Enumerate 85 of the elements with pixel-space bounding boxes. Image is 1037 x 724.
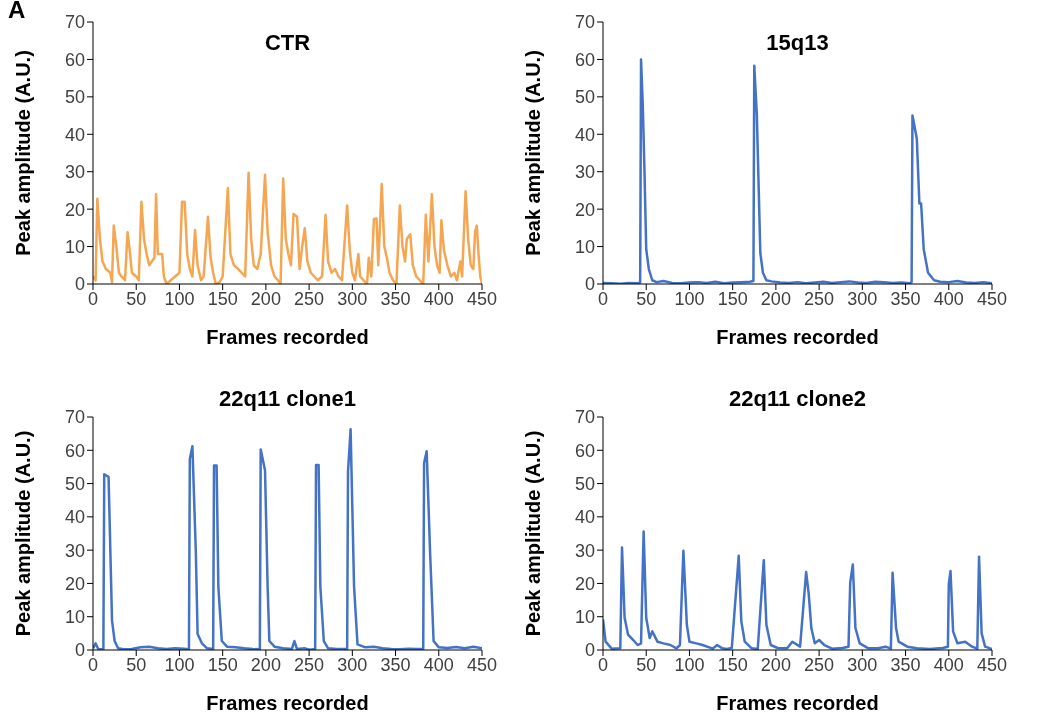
- x-tick-label: 250: [294, 288, 325, 309]
- y-tick-label: 40: [64, 507, 85, 528]
- y-axis-title: Peak amplitude (A.U.): [522, 430, 545, 637]
- x-tick-label: 0: [597, 654, 609, 675]
- x-axis-title: Frames recorded: [206, 692, 369, 714]
- y-tick-label: 60: [64, 49, 85, 70]
- y-tick-label: 0: [584, 274, 595, 295]
- x-tick-label: 0: [87, 654, 99, 675]
- x-tick-label: 350: [380, 654, 411, 675]
- x-tick-label: 350: [890, 654, 921, 675]
- y-tick-label: 30: [574, 540, 595, 561]
- x-tick-label: 300: [847, 288, 878, 309]
- x-tick-label: 450: [466, 288, 498, 309]
- x-tick-label: 300: [337, 654, 368, 675]
- y-tick-label: 10: [64, 607, 85, 628]
- y-tick-label: 50: [574, 473, 595, 494]
- y-axis-title: Peak amplitude (A.U.): [12, 430, 35, 637]
- x-tick-label: 350: [380, 288, 411, 309]
- y-tick-label: 50: [64, 473, 85, 494]
- x-tick-label: 50: [636, 288, 657, 309]
- y-tick-label: 20: [574, 573, 595, 594]
- x-axis-title: Frames recorded: [206, 326, 369, 348]
- x-tick-label: 450: [976, 654, 1008, 675]
- y-tick-label: 70: [574, 407, 595, 428]
- y-tick-label: 10: [64, 236, 85, 257]
- y-tick-label: 20: [64, 573, 85, 594]
- y-tick-label: 40: [574, 507, 595, 528]
- y-tick-label: 60: [574, 440, 595, 461]
- x-tick-label: 200: [250, 654, 281, 675]
- x-tick-label: 400: [423, 654, 454, 675]
- x-tick-label: 150: [207, 288, 238, 309]
- x-tick-label: 250: [804, 654, 835, 675]
- x-tick-label: 450: [466, 654, 498, 675]
- x-tick-label: 350: [890, 288, 921, 309]
- x-tick-label: 400: [423, 288, 454, 309]
- x-tick-label: 300: [847, 654, 878, 675]
- x-tick-label: 400: [933, 288, 964, 309]
- y-tick-label: 70: [574, 12, 595, 33]
- x-tick-label: 100: [674, 654, 705, 675]
- x-axis-title: Frames recorded: [716, 692, 879, 714]
- y-tick-label: 20: [574, 199, 595, 220]
- x-tick-label: 0: [87, 288, 99, 309]
- x-tick-label: 400: [933, 654, 964, 675]
- text: A: [8, 0, 26, 24]
- y-tick-label: 70: [64, 407, 85, 428]
- x-tick-label: 250: [804, 288, 835, 309]
- x-tick-label: 100: [164, 288, 195, 309]
- chart-title: 15q13: [766, 30, 829, 55]
- y-tick-label: 40: [574, 124, 595, 145]
- x-tick-label: 0: [597, 288, 609, 309]
- y-tick-label: 40: [64, 124, 85, 145]
- x-tick-label: 150: [717, 288, 748, 309]
- chart-title: CTR: [264, 30, 311, 55]
- y-tick-label: 70: [64, 12, 85, 33]
- chart-title: 22q11 clone1: [219, 386, 356, 411]
- x-axis-title: Frames recorded: [716, 326, 879, 348]
- x-tick-label: 300: [337, 288, 368, 309]
- x-tick-label: 250: [294, 654, 325, 675]
- x-tick-label: 200: [760, 288, 791, 309]
- x-tick-label: 50: [636, 654, 657, 675]
- y-tick-label: 10: [574, 607, 595, 628]
- x-tick-label: 100: [164, 654, 195, 675]
- x-tick-label: 50: [126, 654, 147, 675]
- y-tick-label: 50: [64, 87, 85, 108]
- y-tick-label: 30: [64, 540, 85, 561]
- chart-title: 22q11 clone2: [729, 386, 866, 411]
- y-tick-label: 0: [584, 640, 595, 661]
- y-tick-label: 20: [64, 199, 85, 220]
- x-tick-label: 100: [674, 288, 705, 309]
- y-tick-label: 50: [574, 87, 595, 108]
- x-tick-label: 150: [207, 654, 238, 675]
- y-axis-title: Peak amplitude (A.U.): [12, 50, 35, 256]
- x-tick-label: 450: [976, 288, 1008, 309]
- x-tick-label: 150: [717, 654, 748, 675]
- y-tick-label: 0: [74, 274, 85, 295]
- y-axis-title: Peak amplitude (A.U.): [522, 50, 545, 256]
- x-tick-label: 50: [126, 288, 147, 309]
- x-tick-label: 200: [760, 654, 791, 675]
- y-tick-label: 30: [64, 162, 85, 183]
- y-tick-label: 60: [64, 440, 85, 461]
- y-tick-label: 0: [74, 640, 85, 661]
- y-tick-label: 60: [574, 49, 595, 70]
- y-tick-label: 10: [574, 236, 595, 257]
- x-tick-label: 200: [250, 288, 281, 309]
- y-tick-label: 30: [574, 162, 595, 183]
